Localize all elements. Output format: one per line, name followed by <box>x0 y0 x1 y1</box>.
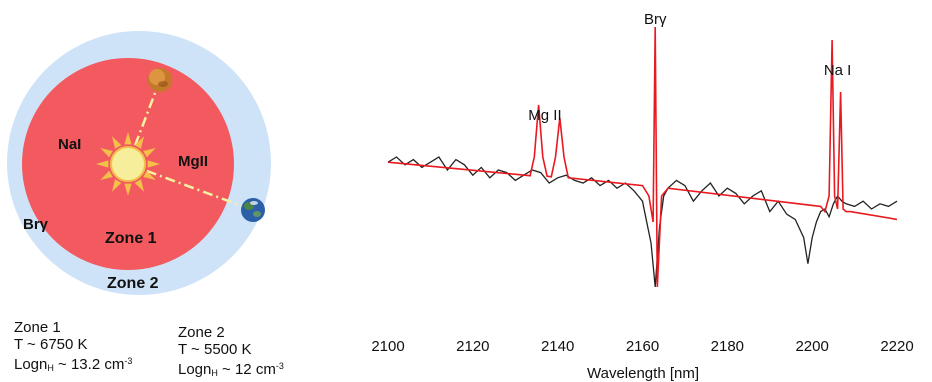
bry-label: Brγ <box>23 216 49 233</box>
sun-ray <box>100 148 113 158</box>
sun-rays-icon <box>96 132 160 196</box>
sun-ray <box>112 179 122 192</box>
x-tick-label: 2100 <box>371 338 404 355</box>
annotation-label: Brγ <box>644 11 667 28</box>
sun-ray <box>124 183 132 196</box>
line-to-earth <box>127 162 254 212</box>
zone2-label: Zone 2 <box>107 275 159 292</box>
zone-diagram: NaI MgII Brγ Zone 1 Zone 2 <box>7 31 271 295</box>
zone2-properties: Zone 2 T ~ 5500 K LognH ~ 12 cm-3 <box>178 324 284 382</box>
nai-label: NaI <box>58 136 81 153</box>
sun-ray <box>147 160 160 168</box>
zone1-label: Zone 1 <box>105 230 157 247</box>
x-tick-label: 2180 <box>711 338 744 355</box>
zone1-properties-title: Zone 1 <box>14 319 61 336</box>
zone1-properties: Zone 1 T ~ 6750 K LognH ~ 13.2 cm-3 <box>14 319 132 377</box>
annotation-label: Mg II <box>528 107 561 124</box>
x-axis-ticks: 2100 2120 2140 2160 2180 2200 2220 <box>371 338 913 355</box>
x-axis-label: Wavelength [nm] <box>587 365 699 382</box>
sun-ray <box>143 170 156 180</box>
zone2-properties-title: Zone 2 <box>178 324 225 341</box>
zone2-density: LognH ~ 12 cm-3 <box>178 361 284 378</box>
sun-ray <box>143 148 156 158</box>
observed-spectrum-line <box>387 156 898 288</box>
zone1-temperature: T ~ 6750 K <box>14 336 88 353</box>
venus-icon <box>148 68 172 92</box>
zone2-temperature: T ~ 5500 K <box>178 341 252 358</box>
annotation-label: Na I <box>824 62 852 79</box>
x-tick-label: 2160 <box>626 338 659 355</box>
mgii-label: MgII <box>178 153 208 170</box>
sun-icon <box>110 146 146 182</box>
earth-icon <box>241 198 265 222</box>
sun-ray <box>124 132 132 145</box>
x-tick-label: 2220 <box>880 338 913 355</box>
model-spectrum-line <box>387 26 898 288</box>
x-tick-label: 2120 <box>456 338 489 355</box>
line-annotations: Mg II Brγ Na I <box>528 11 851 124</box>
sun-ray <box>100 170 113 180</box>
x-tick-label: 2200 <box>795 338 828 355</box>
spectrum-chart: Mg II Brγ Na I 2100 2120 2140 2160 2180 2200 222… <box>371 11 913 382</box>
sun-ray <box>112 136 122 149</box>
sun-ray <box>134 179 144 192</box>
x-tick-label: 2140 <box>541 338 574 355</box>
sun-ray <box>134 136 144 149</box>
zone1-density: LognH ~ 13.2 cm-3 <box>14 356 133 373</box>
sun-ray <box>96 160 109 168</box>
